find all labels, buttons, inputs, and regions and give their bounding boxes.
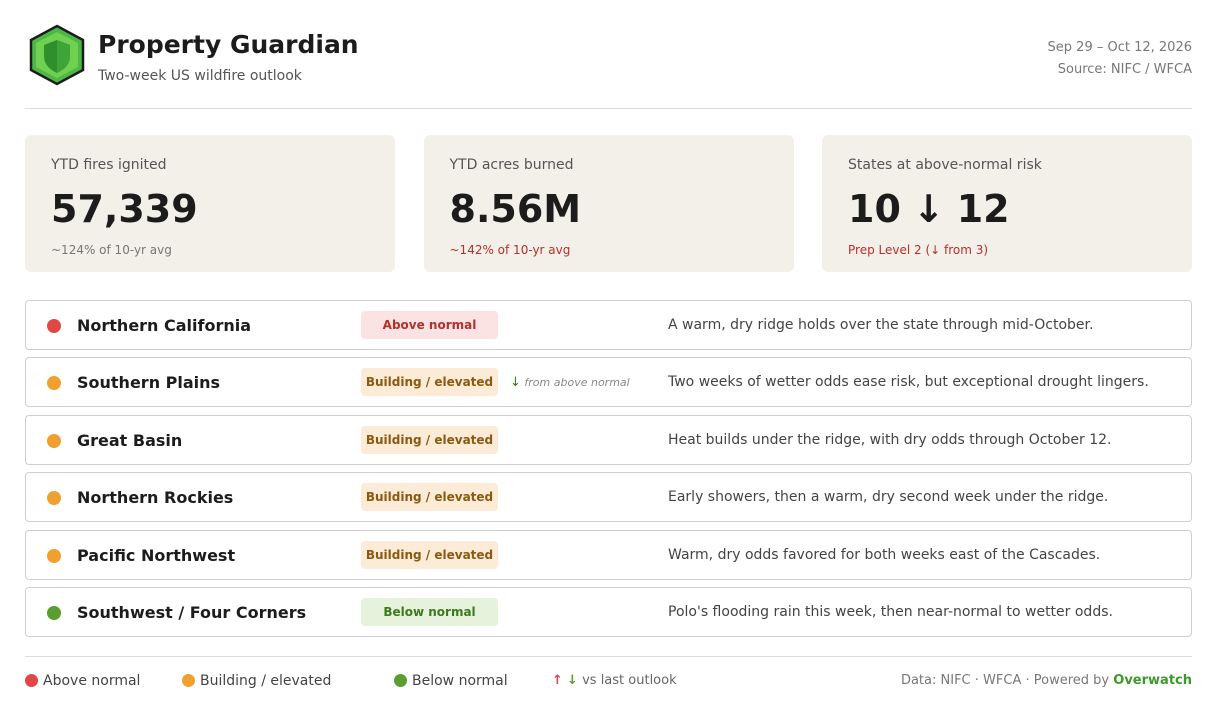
stat-arrow: ↓ (912, 187, 945, 231)
status-badge: Building / elevated (361, 368, 498, 397)
status-dot (47, 606, 61, 620)
legend-change-label: vs last outlook (582, 673, 677, 688)
region-name: Pacific Northwest (77, 545, 236, 565)
region-description: Warm, dry odds favored for both weeks ea… (668, 546, 1101, 563)
stat-card: YTD fires ignited 57,339 ~124% of 10-yr av… (25, 135, 395, 272)
region-name: Great Basin (77, 430, 183, 450)
stat-value: 10 ↓ 12 (848, 187, 1010, 231)
stat-value-text: 8.56M (449, 187, 582, 231)
legend-label: Below normal (412, 673, 508, 689)
legend-change: ↑ ↓ vs last outlook (552, 673, 677, 688)
status-badge: Below normal (361, 598, 498, 626)
status-dot (47, 548, 61, 563)
stat-value-text: 10 (848, 187, 901, 231)
legend-dot (182, 674, 195, 687)
region-description: Heat builds under the ridge, with dry od… (668, 431, 1112, 448)
status-badge: Building / elevated (361, 483, 498, 512)
footer-source: WFCA (983, 673, 1022, 688)
change-text: from above normal (524, 376, 630, 390)
stat-card: YTD acres burned 8.56M ~142% of 10-yr avg (423, 135, 794, 272)
status-badge: Building / elevated (361, 540, 498, 569)
brand-link[interactable]: Overwatch (1113, 673, 1192, 688)
stat-label: YTD fires ignited (51, 157, 167, 173)
footer-data: Data: NIFC (900, 673, 971, 688)
stat-value-text: 57,339 (51, 187, 198, 231)
stat-note: Prep Level 2 (↓ from 3) (848, 243, 989, 257)
divider (25, 108, 1192, 109)
stat-note: ~124% of 10-yr avg (51, 243, 172, 257)
change-note: ↓ from above normal (510, 375, 630, 390)
status-badge: Above normal (361, 311, 498, 339)
legend-dot (394, 674, 407, 687)
legend-up: ↑ (552, 673, 563, 688)
region-row: Southwest / Four Corners Below normal Polo… (25, 587, 1192, 637)
stat-value: 57,339 (51, 187, 198, 231)
stat-card: States at above-normal risk 10 ↓ 12 Prep Lev… (822, 135, 1192, 272)
status-dot (47, 319, 61, 333)
status-badge: Building / elevated (361, 425, 498, 454)
stat-note: ~142% of 10-yr avg (449, 243, 571, 257)
legend-label: Building / elevated (200, 673, 332, 689)
date-range: Sep 29 – Oct 12, 2026 (1047, 40, 1192, 55)
region-description: A warm, dry ridge holds over the state t… (668, 317, 1094, 333)
powered-by: Powered by (1033, 673, 1110, 688)
region-row: Northern California Above normal A warm, d… (25, 300, 1192, 350)
stat-value: 8.56M (450, 187, 582, 231)
change-arrow: ↓ (510, 375, 521, 391)
region-description: Polo's flooding rain this week, then nea… (668, 604, 1113, 620)
subtitle: Two-week US wildfire outlook (98, 68, 302, 84)
region-row: Northern Rockies Building / elevated Early… (25, 472, 1192, 523)
stat-label: YTD acres burned (449, 157, 574, 173)
region-row: Pacific Northwest Building / elevated Warm… (25, 529, 1192, 580)
region-row: Southern Plains Building / elevated ↓ from… (25, 357, 1192, 408)
status-dot (47, 491, 61, 506)
region-row: Great Basin Building / elevated Heat build… (25, 414, 1192, 465)
logo (29, 24, 85, 86)
stat-value-to: 12 (956, 187, 1010, 231)
status-dot (47, 376, 61, 391)
region-name: Northern Rockies (77, 488, 234, 508)
region-description: Two weeks of wetter odds ease risk, but … (668, 374, 1149, 391)
region-description: Early showers, then a warm, dry second w… (668, 489, 1109, 506)
app-title: Property Guardian (98, 30, 359, 59)
divider (25, 656, 1192, 657)
separator: · (1025, 673, 1030, 688)
source: Source: NIFC / WFCA (1057, 62, 1192, 77)
legend-down: ↓ (567, 673, 578, 688)
status-dot (47, 433, 61, 448)
legend-label: Above normal (43, 673, 141, 689)
separator: · (974, 673, 979, 688)
region-name: Northern California (77, 316, 252, 335)
region-name: Southwest / Four Corners (77, 603, 307, 622)
footer: Data: NIFC · WFCA · Powered by Overwatch (901, 673, 1192, 688)
region-name: Southern Plains (77, 373, 221, 393)
legend-dot (25, 674, 38, 687)
stat-label: States at above-normal risk (848, 157, 1042, 173)
